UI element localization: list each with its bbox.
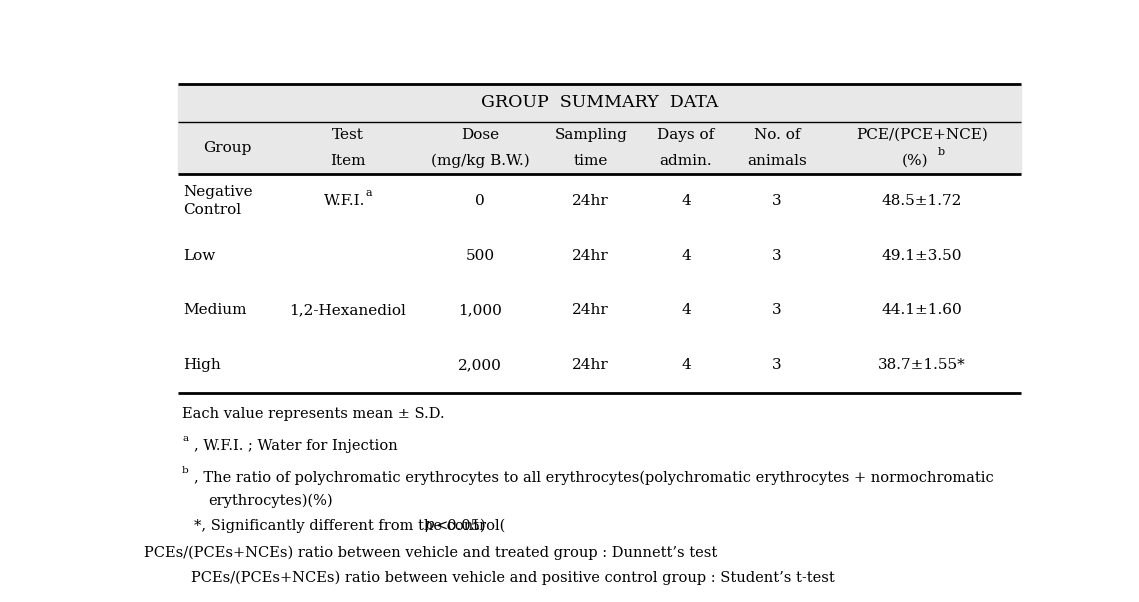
Text: b: b bbox=[937, 147, 944, 158]
Text: a: a bbox=[366, 188, 372, 198]
Text: 38.7±1.55*: 38.7±1.55* bbox=[878, 358, 966, 372]
Text: 48.5±1.72: 48.5±1.72 bbox=[882, 194, 961, 208]
Text: GROUP  SUMMARY  DATA: GROUP SUMMARY DATA bbox=[481, 95, 718, 111]
Text: 1,000: 1,000 bbox=[458, 303, 502, 317]
Bar bbox=[178, 84, 1021, 122]
Text: 2,000: 2,000 bbox=[458, 358, 502, 372]
Text: 4: 4 bbox=[681, 358, 691, 372]
Text: Medium: Medium bbox=[183, 303, 246, 317]
Text: 4: 4 bbox=[681, 194, 691, 208]
Text: 3: 3 bbox=[772, 358, 781, 372]
Text: 49.1±3.50: 49.1±3.50 bbox=[882, 249, 961, 263]
Text: 24hr: 24hr bbox=[573, 194, 609, 208]
Text: 44.1±1.60: 44.1±1.60 bbox=[882, 303, 962, 317]
Text: , The ratio of polychromatic erythrocytes to all erythrocytes(polychromatic eryt: , The ratio of polychromatic erythrocyte… bbox=[194, 470, 993, 485]
Text: p: p bbox=[425, 518, 434, 532]
Text: Item: Item bbox=[330, 154, 366, 168]
Text: admin.: admin. bbox=[659, 154, 712, 168]
Text: PCEs/(PCEs+NCEs) ratio between vehicle and treated group : Dunnett’s test: PCEs/(PCEs+NCEs) ratio between vehicle a… bbox=[145, 546, 718, 560]
Text: 0: 0 bbox=[475, 194, 485, 208]
Text: erythrocytes)(%): erythrocytes)(%) bbox=[208, 493, 334, 507]
Text: Dose: Dose bbox=[461, 128, 499, 142]
Text: (mg/kg B.W.): (mg/kg B.W.) bbox=[431, 154, 530, 168]
Text: 24hr: 24hr bbox=[573, 303, 609, 317]
Text: , W.F.I. ; Water for Injection: , W.F.I. ; Water for Injection bbox=[194, 439, 398, 453]
Text: *, Significantly different from the control(: *, Significantly different from the cont… bbox=[194, 518, 505, 533]
Text: 3: 3 bbox=[772, 303, 781, 317]
Text: Days of: Days of bbox=[657, 128, 714, 142]
Text: 3: 3 bbox=[772, 249, 781, 263]
Text: <0.05): <0.05) bbox=[435, 518, 486, 532]
Text: PCE/(PCE+NCE): PCE/(PCE+NCE) bbox=[855, 128, 988, 142]
Text: High: High bbox=[183, 358, 221, 372]
Text: b: b bbox=[182, 466, 189, 475]
Text: 3: 3 bbox=[772, 194, 781, 208]
Text: W.F.I.: W.F.I. bbox=[323, 194, 366, 208]
Text: Test: Test bbox=[333, 128, 363, 142]
Text: animals: animals bbox=[747, 154, 806, 168]
Text: a: a bbox=[182, 434, 188, 443]
Text: 500: 500 bbox=[466, 249, 494, 263]
Text: Negative
Control: Negative Control bbox=[183, 185, 253, 217]
Text: 1,2-Hexanediol: 1,2-Hexanediol bbox=[289, 303, 407, 317]
Text: Group: Group bbox=[203, 141, 252, 155]
Text: 4: 4 bbox=[681, 303, 691, 317]
Text: Each value represents mean ± S.D.: Each value represents mean ± S.D. bbox=[182, 408, 444, 421]
Text: time: time bbox=[574, 154, 608, 168]
Text: 4: 4 bbox=[681, 249, 691, 263]
Text: 24hr: 24hr bbox=[573, 358, 609, 372]
Text: No. of: No. of bbox=[754, 128, 801, 142]
Text: PCEs/(PCEs+NCEs) ratio between vehicle and positive control group : Student’s t-: PCEs/(PCEs+NCEs) ratio between vehicle a… bbox=[191, 571, 835, 585]
Text: 24hr: 24hr bbox=[573, 249, 609, 263]
Text: (%): (%) bbox=[901, 154, 928, 168]
Text: Sampling: Sampling bbox=[555, 128, 628, 142]
Text: Low: Low bbox=[183, 249, 215, 263]
